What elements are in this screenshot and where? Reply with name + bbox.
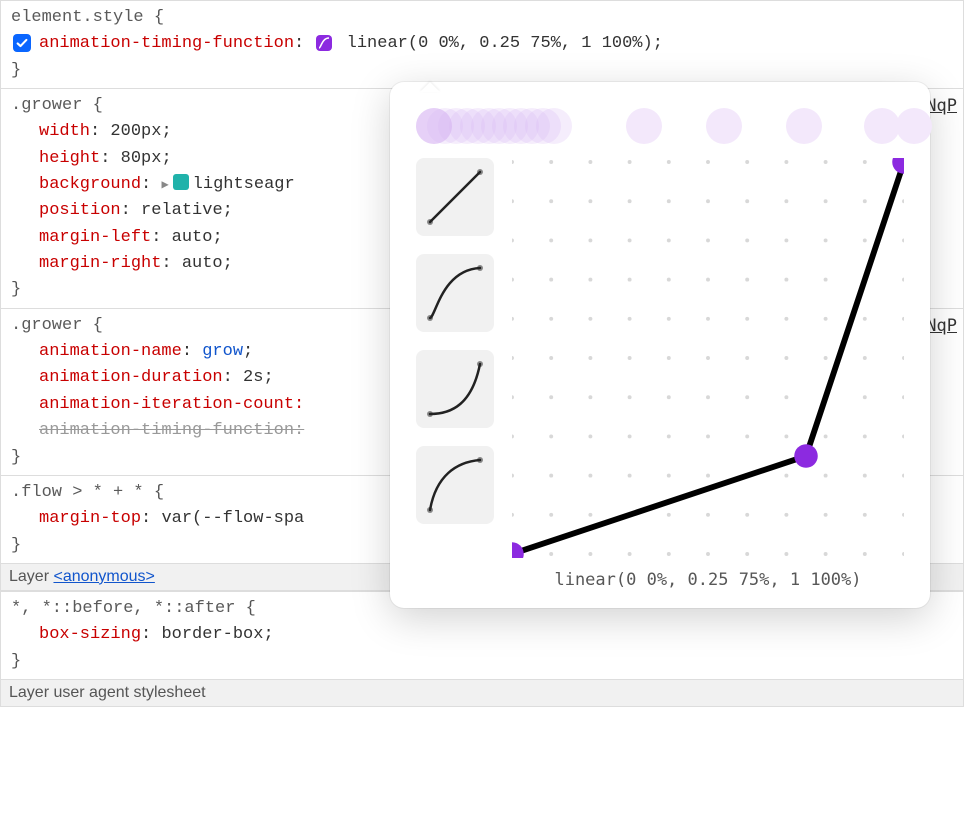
property-name: box-sizing <box>39 625 141 644</box>
property-name: position <box>39 201 121 220</box>
property-name: animation-name <box>39 342 182 361</box>
enable-checkbox[interactable] <box>13 34 31 52</box>
preset-ease[interactable] <box>416 254 494 332</box>
property-name: background <box>39 175 141 194</box>
animation-preview-track <box>416 104 904 148</box>
curve-readout: linear(0 0%, 0.25 75%, 1 100%) <box>512 570 904 590</box>
selector: element.style <box>11 8 144 27</box>
property-name: animation-iteration-count: <box>39 395 304 414</box>
property-name: margin-top <box>39 509 141 528</box>
decl-animation-timing-function[interactable]: animation-timing-function: linear(0 0%, … <box>11 31 957 57</box>
selector: *, *::before, *::after <box>11 599 235 618</box>
selector: .flow > * + * <box>11 483 144 502</box>
property-value[interactable]: border-box <box>161 625 263 644</box>
color-swatch-icon[interactable] <box>173 174 189 190</box>
property-name: animation-timing-function <box>39 34 294 53</box>
property-name: margin-right <box>39 254 161 273</box>
preset-linear[interactable] <box>416 158 494 236</box>
curve-editor[interactable]: linear(0 0%, 0.25 75%, 1 100%) <box>512 158 904 590</box>
preset-ease-out[interactable] <box>416 446 494 524</box>
property-value[interactable]: auto <box>182 254 223 273</box>
property-value[interactable]: 200px <box>110 122 161 141</box>
property-name: width <box>39 122 90 141</box>
property-value[interactable]: var(--flow-spa <box>161 509 304 528</box>
rule-element-style: element.style { animation-timing-functio… <box>0 0 964 89</box>
property-value[interactable]: linear(0 0%, 0.25 75%, 1 100%) <box>347 34 653 53</box>
property-value[interactable]: auto <box>172 228 213 247</box>
property-name: animation-duration <box>39 368 223 387</box>
layer-anonymous-link[interactable]: <anonymous> <box>53 568 154 585</box>
selector: .grower <box>11 96 82 115</box>
source-link[interactable]: NqP <box>926 313 957 339</box>
curve-canvas[interactable] <box>512 158 904 558</box>
preset-ease-in[interactable] <box>416 350 494 428</box>
layer-ua-stylesheet: Layer user agent stylesheet <box>0 680 964 707</box>
easing-swatch-icon[interactable] <box>316 35 332 51</box>
curve-handle-2[interactable] <box>892 158 904 174</box>
curve-handle-0[interactable] <box>512 542 524 558</box>
property-name-overridden: animation-timing-function: <box>39 421 304 440</box>
property-name: height <box>39 149 100 168</box>
curve-handle-1[interactable] <box>794 444 818 468</box>
property-value[interactable]: 2s <box>243 368 263 387</box>
property-value[interactable]: 80px <box>121 149 162 168</box>
easing-editor-popover: linear(0 0%, 0.25 75%, 1 100%) <box>390 82 930 608</box>
styles-panel: element.style { animation-timing-functio… <box>0 0 964 707</box>
property-value[interactable]: lightseagr <box>193 175 295 194</box>
selector: .grower <box>11 316 82 335</box>
property-name: margin-left <box>39 228 151 247</box>
expand-icon[interactable]: ▶ <box>161 178 168 192</box>
source-link[interactable]: NqP <box>926 93 957 119</box>
preset-column <box>416 158 494 590</box>
property-value[interactable]: relative <box>141 201 223 220</box>
property-value[interactable]: grow <box>202 342 243 361</box>
